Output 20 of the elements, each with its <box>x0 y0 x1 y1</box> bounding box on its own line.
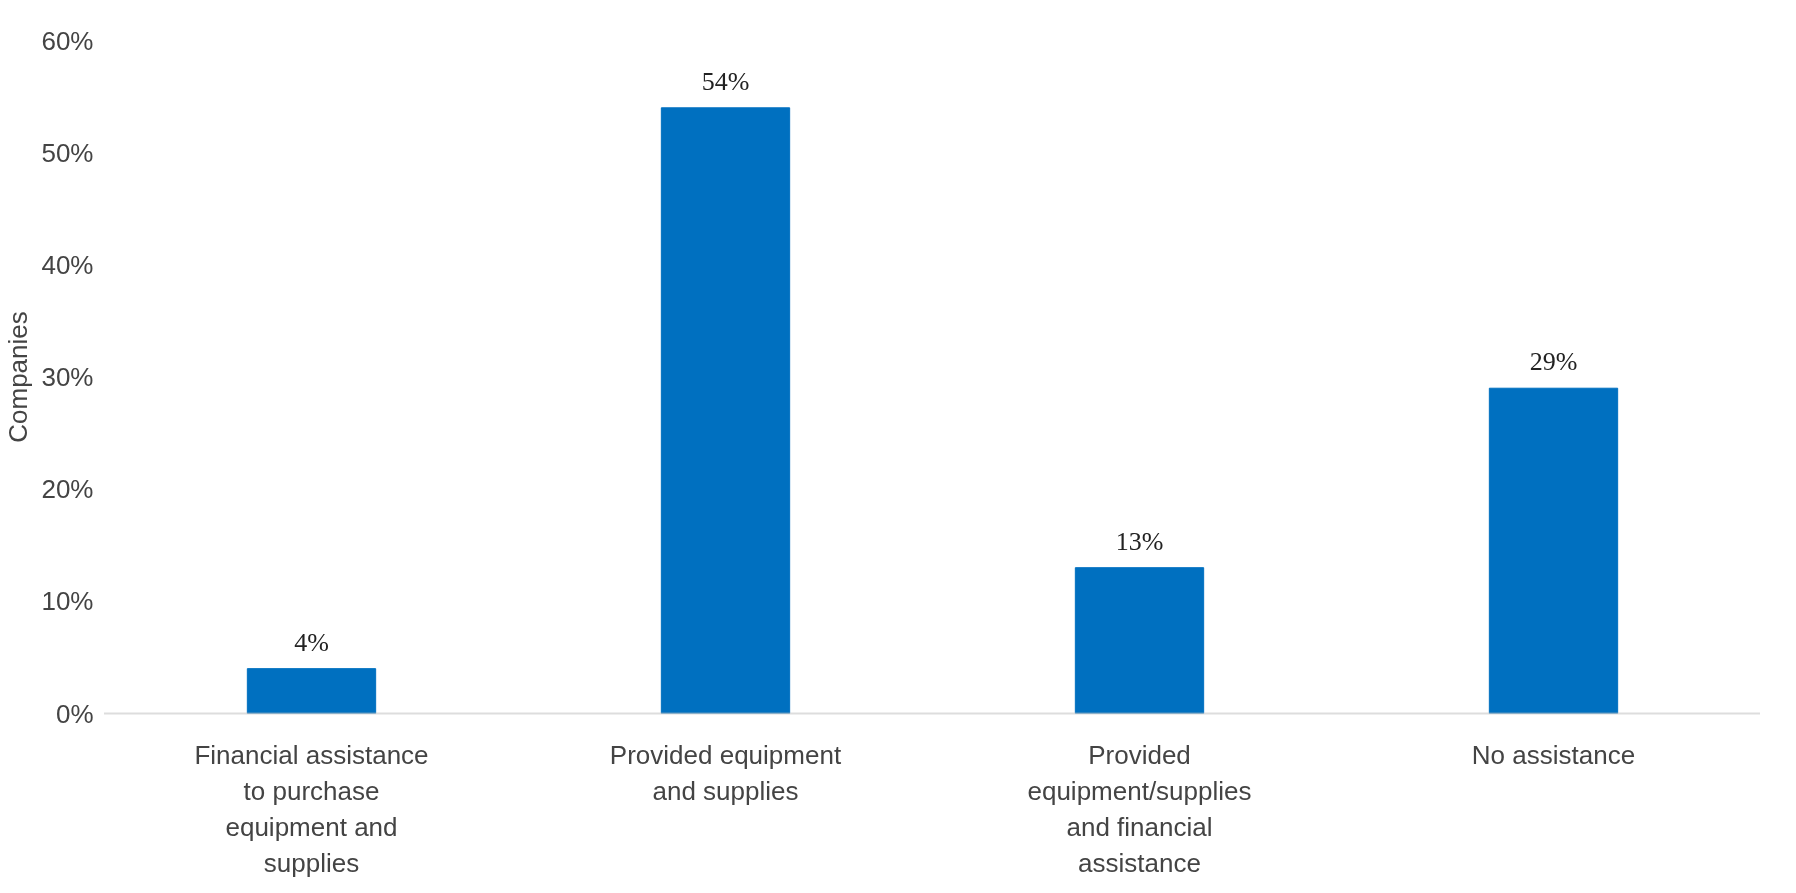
x-tick-label: Provided equipment/supplies and financial assistance <box>1027 739 1252 878</box>
y-tick-label: 10% <box>41 586 94 617</box>
bar <box>660 107 791 714</box>
y-tick-label: 30% <box>41 362 94 392</box>
y-tick-label: 20% <box>41 474 94 505</box>
x-tick-label: Financial assistance to purchase equipment and supplies <box>194 739 429 878</box>
data-label: 29% <box>1529 347 1578 377</box>
data-label: 13% <box>1115 526 1164 556</box>
bar <box>1488 387 1619 714</box>
y-axis-title: Companies <box>3 311 34 443</box>
x-tick-label: No assistance <box>1471 739 1636 770</box>
bar <box>246 668 377 714</box>
y-tick-label: 50% <box>41 137 94 168</box>
y-tick-label: 60% <box>41 25 94 56</box>
data-label: 54% <box>701 66 750 96</box>
y-tick-label: 0% <box>55 698 94 729</box>
data-label: 4% <box>294 627 329 657</box>
bar <box>1074 567 1205 714</box>
x-tick-label: Provided equipment and supplies <box>609 739 842 806</box>
y-tick-label: 40% <box>41 249 94 280</box>
